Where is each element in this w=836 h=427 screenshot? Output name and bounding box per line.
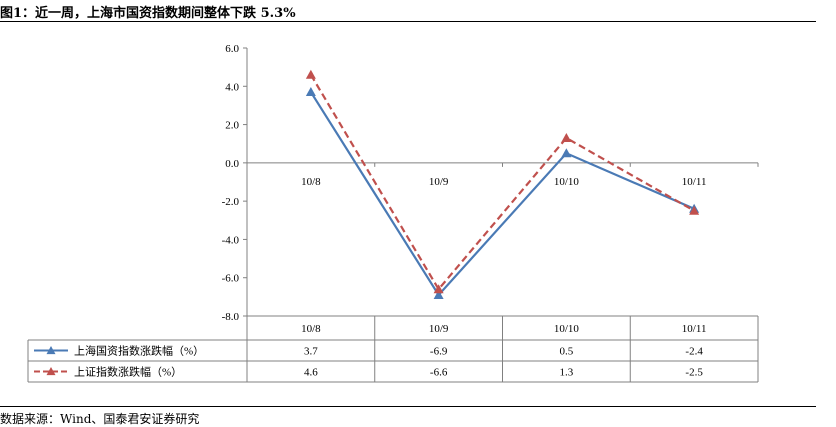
table-value-cell: -2.5 <box>685 367 703 379</box>
y-tick-label: -4.0 <box>222 234 240 246</box>
legend-key-marker-1 <box>46 367 56 376</box>
figure-title: 图1：近一周，上海市国资指数期间整体下跌 5.3% <box>0 6 296 21</box>
x-category-labels: 10/8 10/9 10/10 10/11 <box>301 176 706 188</box>
source-divider <box>0 406 816 407</box>
title-divider <box>0 21 816 22</box>
table-header-cell: 10/8 <box>301 323 321 335</box>
series-0-point <box>305 87 316 97</box>
table-header-cell: 10/10 <box>554 323 580 335</box>
legend-key-marker-0 <box>46 346 56 355</box>
series-line-1 <box>309 74 695 292</box>
y-tick-label: 0.0 <box>225 158 239 170</box>
table-value-cell: 1.3 <box>560 367 574 379</box>
data-table: 10/8 10/9 10/10 10/11 上海国资指数涨跌幅（%） 3.7 -6.9 0.5… <box>27 315 759 383</box>
legend-entry-1: 上证指数涨跌幅（%） <box>74 365 182 379</box>
series-1-point <box>561 132 572 142</box>
y-tick-label: -8.0 <box>222 311 240 323</box>
y-tick-labels: 6.0 4.0 2.0 0.0 -2.0 -4.0 -6.0 -8.0 <box>222 43 240 323</box>
table-value-cell: 3.7 <box>304 346 318 358</box>
table-value-cell: -2.4 <box>685 346 703 358</box>
series-0-point <box>561 148 572 158</box>
y-tick-label: 2.0 <box>225 120 239 132</box>
x-category-label: 10/8 <box>301 176 321 188</box>
x-category-label: 10/10 <box>554 176 580 188</box>
x-category-label: 10/9 <box>429 176 449 188</box>
table-header-cell: 10/11 <box>682 323 707 335</box>
y-tick-label: 6.0 <box>225 43 239 55</box>
y-tick-label: -2.0 <box>222 196 240 208</box>
table-value-cell: 0.5 <box>560 346 574 358</box>
series-1-point <box>689 205 700 215</box>
table-value-cell: -6.9 <box>430 346 448 358</box>
table-value-cell: 4.6 <box>304 367 318 379</box>
legend-entry-0: 上海国资指数涨跌幅（%） <box>74 344 204 358</box>
y-tick-label: -6.0 <box>222 273 240 285</box>
table-header-cell: 10/9 <box>429 323 449 335</box>
chart-axes <box>243 47 759 317</box>
series-1-point <box>433 284 444 294</box>
series-0-point <box>433 289 444 299</box>
series-1-point <box>305 69 316 79</box>
table-value-cell: -6.6 <box>430 367 448 379</box>
series-lines <box>305 69 700 299</box>
y-tick-label: 4.0 <box>225 81 239 93</box>
x-category-label: 10/11 <box>682 176 707 188</box>
series-line-0 <box>309 91 695 297</box>
data-source-note: 数据来源：Wind、国泰君安证券研究 <box>0 412 200 426</box>
